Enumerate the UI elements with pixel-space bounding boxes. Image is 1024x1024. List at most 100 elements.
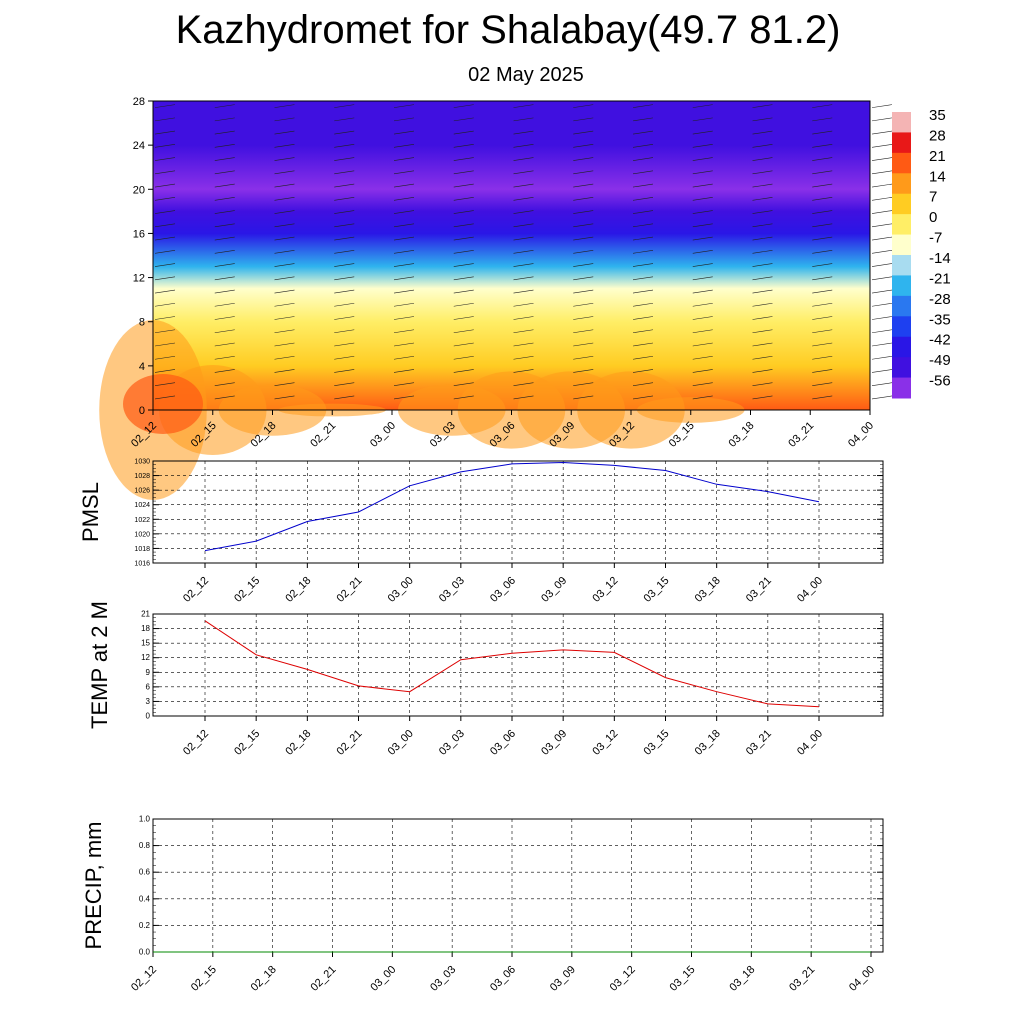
wind-barb — [513, 183, 534, 188]
wind-barb — [871, 329, 893, 334]
y-tick-label: 28 — [133, 96, 145, 108]
wind-barb — [513, 210, 534, 214]
wind-barb — [692, 183, 713, 188]
x-tick-label: 02_12 — [181, 728, 211, 758]
wind-barb — [692, 157, 713, 161]
wind-barb — [513, 395, 534, 400]
x-tick-label: 03_06 — [488, 728, 518, 758]
wind-barb — [453, 183, 474, 188]
wind-barb — [692, 249, 713, 254]
wind-barb — [871, 117, 893, 122]
wind-barb — [334, 316, 355, 320]
x-tick-label: 03_21 — [744, 575, 774, 605]
wind-barb — [214, 249, 235, 254]
wind-barb — [692, 130, 713, 135]
wind-barb — [752, 302, 773, 307]
wind-barb — [752, 157, 773, 161]
wind-barb — [214, 395, 235, 400]
wind-barb — [632, 130, 654, 135]
wind-barb — [632, 249, 654, 254]
wind-barb — [752, 183, 773, 188]
wind-barb — [334, 289, 355, 294]
wind-barb — [154, 210, 176, 214]
wind-barb — [692, 236, 713, 241]
wind-barb — [453, 395, 474, 400]
x-tick-label: 04_00 — [795, 728, 825, 758]
wind-barb — [573, 197, 594, 201]
wind-barb — [154, 223, 176, 228]
wind-barb — [334, 236, 355, 241]
wind-barb — [812, 369, 833, 373]
wind-barb — [393, 289, 415, 294]
wind-barb — [632, 223, 654, 228]
wind-barb — [393, 355, 415, 360]
wind-barb — [692, 329, 713, 334]
wind-barb — [393, 170, 415, 175]
wind-barb — [632, 355, 654, 360]
y-tick-label: 15 — [141, 639, 150, 648]
x-tick-label: 03_21 — [787, 964, 817, 994]
wind-barb — [453, 355, 474, 360]
wind-barb — [453, 249, 474, 254]
wind-barb — [214, 117, 235, 122]
wind-barb — [513, 117, 534, 122]
wind-barb — [632, 395, 654, 400]
y-tick-label: 21 — [141, 610, 150, 619]
pmsl-chart: 1016 1018 1020 1022 1024 1026 1028 1030 02_12 02_… — [78, 459, 884, 605]
wind-barb — [752, 289, 773, 294]
wind-barb — [453, 382, 474, 387]
wind-barb — [393, 183, 415, 188]
wind-barb — [692, 223, 713, 228]
wind-barb — [334, 329, 355, 334]
wind-barb — [154, 369, 176, 373]
wind-barb — [274, 197, 295, 201]
colorbar-label: -14 — [929, 250, 951, 267]
wind-barb — [274, 117, 295, 122]
hot-surface-cell — [123, 374, 203, 434]
wind-barb — [334, 117, 355, 122]
x-tick-label: 02_21 — [335, 575, 365, 605]
y-tick-label: 1.0 — [139, 815, 151, 824]
wind-barb — [393, 236, 415, 241]
wind-barb — [274, 210, 295, 214]
x-tick-label: 02_18 — [249, 964, 279, 994]
wind-barb — [752, 197, 773, 201]
wind-barb — [513, 289, 534, 294]
precip-chart: 0.0 0.2 0.4 0.6 0.8 1.0 02_12 02_15 02_18 02_21 03… — [81, 815, 884, 994]
colorbar-swatch — [892, 234, 911, 256]
wind-barb — [334, 197, 355, 201]
wind-barb — [752, 104, 773, 108]
wind-barb — [812, 316, 833, 320]
wind-barb — [154, 316, 176, 320]
wind-barb — [632, 342, 654, 347]
wind-barb — [812, 355, 833, 360]
wind-barb — [871, 369, 893, 373]
y-tick-label: 12 — [133, 273, 145, 285]
wind-barb — [573, 157, 594, 161]
wind-barb — [632, 236, 654, 241]
wind-barb — [274, 302, 295, 307]
wind-barb — [214, 236, 235, 241]
wind-barb — [513, 263, 534, 267]
wind-barb — [453, 329, 474, 334]
wind-barb — [393, 382, 415, 387]
plot-frame — [152, 460, 884, 564]
wind-barb — [692, 197, 713, 201]
wind-barb — [214, 276, 235, 281]
wind-barb — [154, 197, 176, 201]
wind-barb — [214, 369, 235, 373]
wind-barb — [632, 157, 654, 161]
wind-barb — [513, 104, 534, 108]
wind-barb — [812, 329, 833, 334]
y-tick-label: 1016 — [134, 561, 150, 568]
wind-barb — [513, 223, 534, 228]
wind-barb — [393, 117, 415, 122]
wind-barb — [752, 249, 773, 254]
wind-barb — [871, 289, 893, 294]
y-tick-label: 9 — [146, 668, 151, 677]
colorbar-swatch — [892, 193, 911, 215]
y-tick-label: 6 — [146, 682, 151, 691]
wind-barb — [871, 236, 893, 241]
wind-barb — [214, 289, 235, 294]
